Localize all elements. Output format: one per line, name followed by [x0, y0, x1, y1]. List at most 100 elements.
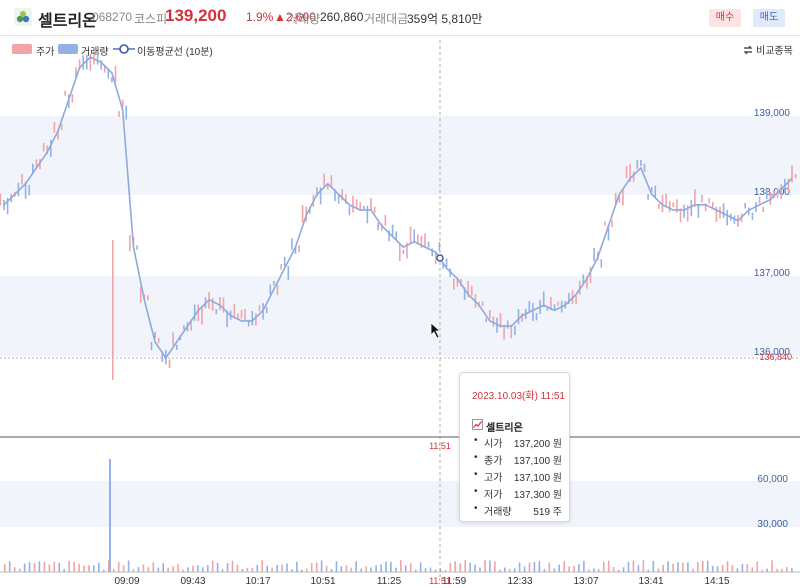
- swap-icon: [743, 45, 753, 54]
- price-candle: [193, 304, 196, 321]
- price-candle: [309, 206, 311, 214]
- price-candle: [233, 304, 236, 318]
- price-candle: [593, 248, 595, 262]
- change-amount: ▲2,600: [274, 10, 316, 24]
- volume-bar: [771, 560, 773, 572]
- price-candle: [568, 293, 570, 304]
- volume-bar: [296, 561, 298, 572]
- price-candle: [42, 142, 45, 152]
- price-candle: [762, 206, 764, 212]
- crosshair-point: [436, 254, 444, 262]
- volume-bar: [791, 568, 793, 572]
- volume-bar: [612, 567, 615, 572]
- volume-bar: [360, 568, 362, 572]
- moving-average-legend-icon[interactable]: [113, 43, 135, 55]
- price-candle: [82, 55, 84, 70]
- price-candle: [118, 111, 120, 117]
- price-candle: [240, 310, 243, 319]
- volume-bar: [558, 564, 560, 572]
- price-candle: [298, 245, 300, 253]
- volume-bar: [533, 561, 536, 572]
- price-candle: [381, 223, 383, 231]
- volume-bar: [286, 563, 288, 572]
- volume-bar: [627, 561, 630, 572]
- price-candle: [794, 174, 797, 179]
- volume-bar: [622, 567, 625, 572]
- compare-stocks-button[interactable]: 비교종목: [743, 42, 793, 57]
- volume-bar: [499, 569, 501, 572]
- price-candle: [521, 313, 523, 322]
- price-candle: [255, 313, 257, 326]
- price-band: [0, 276, 800, 356]
- trade-amount-value: 359억 5,810만: [407, 12, 483, 26]
- volume-bar: [459, 563, 461, 572]
- price-legend-swatch[interactable]: [12, 44, 32, 54]
- tooltip-date: 2023.10.03(화) 11:51: [472, 391, 565, 402]
- price-candle: [435, 252, 437, 265]
- volume-bar: [261, 560, 263, 572]
- volume-bar: [454, 561, 456, 572]
- volume-bar: [251, 568, 254, 572]
- buy-button[interactable]: 매수: [709, 9, 741, 27]
- volume-bar: [776, 568, 778, 572]
- volume-bar: [365, 566, 367, 572]
- mouse-cursor-icon: [430, 322, 442, 339]
- volume-bar: [88, 565, 90, 572]
- price-candle: [251, 311, 254, 326]
- price-candle: [112, 240, 114, 380]
- volume-bar: [786, 566, 788, 572]
- price-candle: [701, 194, 703, 203]
- price-candle: [402, 249, 405, 254]
- volume-bar: [583, 560, 585, 572]
- price-axis-tick: 139,000: [754, 108, 791, 119]
- volume-bar: [68, 560, 70, 572]
- volume-bar: [202, 567, 204, 572]
- price-candle: [787, 178, 790, 192]
- price-candle: [632, 171, 635, 182]
- market-name: 코스피: [134, 12, 168, 26]
- volume-bar: [221, 569, 224, 572]
- price-candle: [722, 203, 725, 218]
- price-candle: [28, 185, 30, 196]
- sell-button[interactable]: 매도: [753, 9, 785, 27]
- price-candle: [492, 316, 495, 327]
- volume-bar: [4, 564, 6, 572]
- volume-bar: [142, 564, 145, 572]
- price-candle: [86, 54, 88, 70]
- price-candle: [672, 202, 675, 208]
- price-candle: [751, 212, 754, 220]
- volume-bar: [103, 569, 105, 572]
- volume-bar: [38, 561, 41, 572]
- compare-stocks-label: 비교종목: [756, 46, 793, 57]
- price-candle: [417, 234, 419, 244]
- price-candle: [668, 200, 671, 213]
- price-candle: [136, 245, 138, 250]
- volume-bar: [117, 562, 120, 572]
- price-candle: [323, 173, 325, 188]
- volume-legend-swatch[interactable]: [58, 44, 78, 54]
- volume-bar: [464, 560, 466, 572]
- price-candle: [294, 246, 297, 254]
- price-candle: [604, 221, 606, 226]
- price-candle: [791, 165, 793, 183]
- price-candle: [625, 165, 628, 179]
- price-candle: [614, 192, 617, 205]
- volume-bar: [310, 563, 313, 572]
- time-axis-tick: 12:33: [507, 576, 532, 587]
- price-candle: [611, 220, 613, 228]
- price-candle: [528, 301, 531, 313]
- price-candle: [316, 187, 318, 197]
- volume-value: 260,860: [320, 10, 364, 24]
- volume-bar: [350, 567, 353, 572]
- price-candle: [370, 198, 372, 210]
- price-axis-tick: 136,000: [754, 347, 791, 358]
- price-candle: [506, 320, 509, 329]
- price-candle: [280, 264, 282, 270]
- price-candle: [514, 325, 516, 335]
- stock-name: 셀트리온: [38, 13, 97, 30]
- price-candle: [510, 324, 513, 339]
- price-candle: [532, 303, 534, 321]
- volume-bar: [672, 563, 674, 572]
- volume-bar: [355, 561, 357, 572]
